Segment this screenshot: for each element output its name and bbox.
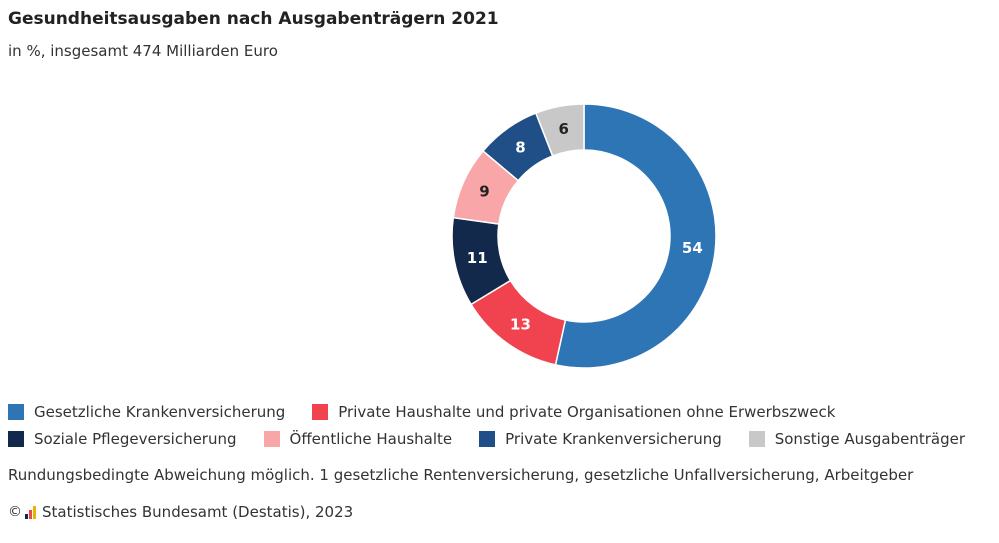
- slice-value-label: 9: [479, 183, 489, 201]
- legend-label: Soziale Pflegeversicherung: [34, 429, 237, 448]
- donut-chart: 54 13 11 9 8 6: [451, 103, 717, 369]
- legend-item-soziale-pflegeversicherung: Soziale Pflegeversicherung: [8, 425, 237, 452]
- chart-subtitle: in %, insgesamt 474 Milliarden Euro: [8, 42, 278, 60]
- copyright-symbol: ©: [8, 504, 22, 520]
- legend-item-private-haushalte: Private Haushalte und private Organisati…: [312, 398, 835, 425]
- chart-title: Gesundheitsausgaben nach Ausgabenträgern…: [8, 9, 499, 29]
- chart-legend: Gesetzliche Krankenversicherung Private …: [8, 398, 998, 452]
- destatis-logo-icon: [25, 505, 37, 519]
- source-line: © Statistisches Bundesamt (Destatis), 20…: [8, 503, 353, 521]
- legend-swatch: [748, 430, 765, 447]
- legend-swatch: [263, 430, 280, 447]
- legend-label: Private Haushalte und private Organisati…: [338, 402, 836, 421]
- legend-swatch: [312, 403, 329, 420]
- source-text: Statistisches Bundesamt (Destatis), 2023: [42, 503, 354, 521]
- legend-item-sonstige-ausgabentraeger: Sonstige Ausgabenträger: [748, 425, 966, 452]
- slice-value-label: 54: [682, 239, 703, 257]
- donut-slice: [534, 103, 585, 157]
- legend-swatch: [8, 403, 24, 420]
- legend-label: Öffentliche Haushalte: [289, 429, 453, 448]
- legend-swatch: [479, 430, 496, 447]
- slice-value-label: 6: [559, 120, 569, 138]
- legend-label: Sonstige Ausgabenträger: [774, 429, 966, 448]
- slice-value-label: 11: [467, 249, 488, 267]
- legend-label: Gesetzliche Krankenversicherung: [34, 402, 286, 421]
- legend-label: Private Krankenversicherung: [505, 429, 722, 448]
- slice-value-label: 8: [515, 138, 525, 156]
- footnote: Rundungsbedingte Abweichung möglich. 1 g…: [8, 466, 914, 484]
- slice-value-label: 13: [510, 316, 531, 334]
- legend-item-gesetzliche-krankenversicherung: Gesetzliche Krankenversicherung: [8, 398, 285, 425]
- legend-item-oeffentliche-haushalte: Öffentliche Haushalte: [263, 425, 453, 452]
- legend-swatch: [8, 430, 24, 447]
- donut-slice: [554, 103, 717, 369]
- legend-item-private-krankenversicherung: Private Krankenversicherung: [479, 425, 722, 452]
